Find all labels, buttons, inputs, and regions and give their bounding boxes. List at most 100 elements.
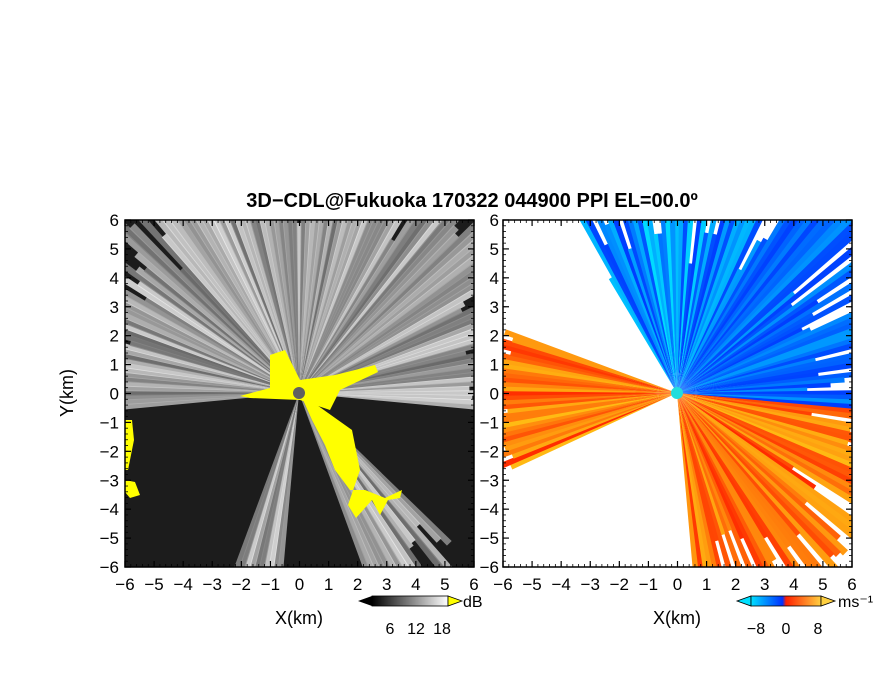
x-tick-label: −4 [173,575,192,594]
doppler-ray [677,393,808,506]
x-tick-label: −6 [115,575,134,594]
doppler-ray [627,247,677,393]
snr-ray [189,220,299,393]
y-tick-label: −3 [100,471,119,490]
snr-ray [299,393,375,567]
y-tick-label: 2 [490,327,499,346]
y-tick-label: 5 [490,240,499,259]
y-tick-label: 4 [110,269,119,288]
doppler-ray [653,233,677,393]
doppler-ray [677,299,820,393]
snr-clutter-yellow [300,393,402,518]
doppler-ray [677,393,732,532]
doppler-ray [677,303,794,393]
doppler-ray [677,393,764,567]
snr-ray [176,220,299,393]
doppler-ray [579,220,677,393]
snr-ray [299,376,474,393]
doppler-ray [677,393,848,556]
snr-ray [207,220,299,393]
x-tick-label: 1 [702,575,711,594]
snr-ray [299,300,466,393]
snr-ray [268,220,299,393]
doppler-ray [677,393,770,567]
doppler-ray [677,393,699,567]
doppler-ray [677,317,852,393]
doppler-ray [677,362,852,393]
y-tick-label: −3 [480,471,499,490]
snr-ray [299,254,474,393]
doppler-ray [665,220,677,393]
doppler-ray [677,333,852,393]
doppler-ray [677,294,852,393]
doppler-ray [677,357,817,393]
doppler-ray [677,377,845,393]
snr-ray [138,220,299,393]
doppler-ray [677,393,719,542]
snr-colorbar-max-triangle [447,595,464,607]
snr-ray [299,393,416,567]
doppler-colorbar-min-triangle [735,595,752,607]
x-tick-label: −1 [261,575,280,594]
snr-ray [244,220,299,393]
snr-colorbar-unit: dB [463,594,483,611]
x-tick-label: −3 [203,575,222,594]
snr-axes: −6 −5 −4 −3 −2 −1 0 1 2 3 4 5 6 6 5 4 3 2 1 0 −1 −2 −3 −4 −5 −6 [100,211,479,594]
snr-ray [224,220,299,393]
doppler-ray [677,393,841,557]
doppler-ray [677,393,742,567]
doppler-ray [585,220,677,393]
doppler-ray [677,311,852,393]
snr-ray [299,371,474,393]
y-tick-label: 6 [110,211,119,230]
snr-ray [125,393,299,405]
snr-ray [299,230,474,393]
doppler-ray [657,233,677,393]
snr-radar-site [293,387,305,399]
doppler-ray [677,220,852,393]
snr-ray [299,221,474,393]
doppler-ray [677,230,852,393]
snr-colorbar-tick: 6 [386,621,395,638]
snr-ray [299,393,423,567]
doppler-colorbar-ramp [750,595,822,607]
snr-ray [182,220,299,393]
snr-ray [259,220,299,393]
doppler-ray [677,393,777,562]
x-tick-label: −1 [639,575,658,594]
snr-ray [299,322,474,393]
snr-ylabel: Y(km) [57,369,77,417]
snr-ray [137,280,299,393]
y-tick-label: −2 [100,442,119,461]
doppler-ray [677,327,852,393]
doppler-ray [503,393,677,448]
snr-ray [278,220,299,393]
doppler-ray [608,277,677,393]
snr-ray [125,393,299,410]
doppler-ray [503,393,677,458]
y-tick-label: −6 [100,558,119,577]
x-tick-label: 2 [731,575,740,594]
snr-ray [134,251,299,393]
doppler-ray [677,393,722,567]
snr-ray [229,220,299,393]
snr-ray [273,220,299,393]
x-tick-label: 6 [847,575,856,594]
snr-ray [299,238,474,393]
y-tick-label: −1 [480,413,499,432]
doppler-colorbar-tick: 0 [782,621,791,638]
doppler-ray [509,393,677,470]
snr-colorbar-min-triangle [358,596,372,606]
doppler-axes: −6 −5 −4 −3 −2 −1 0 1 2 3 4 5 6 6 5 4 3 2 1 0 −1 −2 −3 −4 −5 −6 [480,211,857,594]
x-tick-label: 4 [789,575,798,594]
snr-ray [143,266,299,393]
doppler-ray [677,393,841,541]
y-tick-label: −4 [480,500,499,519]
x-tick-label: 0 [295,575,304,594]
doppler-ray [677,322,852,393]
doppler-echo-field [503,220,852,567]
doppler-ray [677,291,796,393]
doppler-ray [677,372,819,393]
